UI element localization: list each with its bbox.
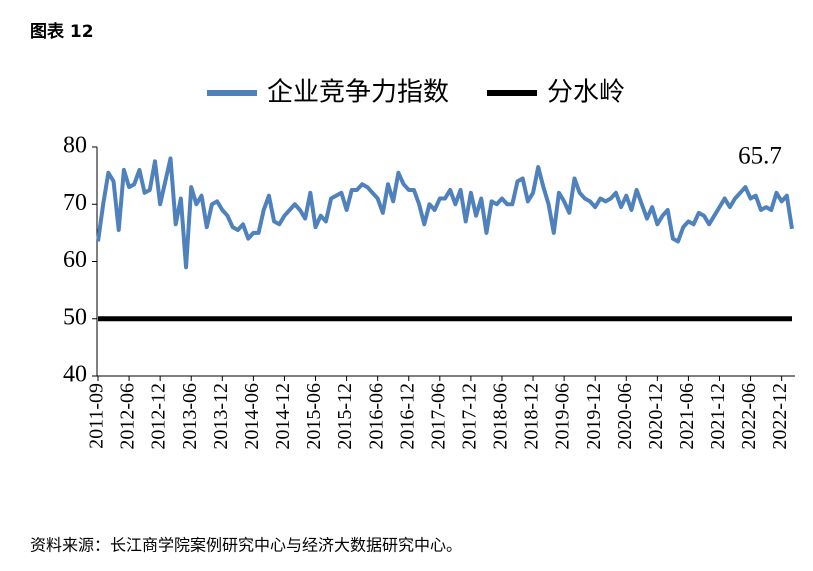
y-tick-label: 50 [63,304,87,330]
source: 资料来源：长江商学院案例研究中心与经济大数据研究中心。 [30,536,462,555]
x-tick-label: 2013-12 [210,383,232,450]
x-tick-label: 2021-06 [676,383,698,450]
line-series [96,156,794,270]
y-tick-label: 40 [63,362,87,388]
y-tick-label: 80 [63,133,87,159]
y-tick-label: 70 [63,190,87,216]
x-tick-label: 2015-12 [334,383,356,450]
annotation: 65.7 [738,143,782,170]
x-tick-label: 2014-06 [241,383,263,450]
x-tick-label: 2012-12 [148,383,170,450]
x-tick-label: 2018-06 [490,383,512,450]
y-tick-label: 60 [63,247,87,273]
x-tick-label: 2022-06 [738,383,760,450]
x-tick-label: 2019-12 [583,383,605,450]
legend-label: 分水岭 [547,78,625,108]
x-tick-label: 2017-12 [458,383,480,450]
chart-title: 图表 12 [30,21,94,42]
x-tick-label: 2019-06 [552,383,574,450]
x-tick-label: 2011-09 [86,383,108,449]
x-tick-label: 2021-12 [707,383,729,450]
x-tick-label: 2013-06 [179,383,201,450]
x-tick-label: 2018-12 [521,383,543,450]
x-tick-label: 2016-06 [365,383,387,450]
x-tick-label: 2016-12 [396,383,418,450]
x-tick-label: 2014-12 [272,383,294,450]
x-tick-label: 2022-12 [769,383,791,450]
x-tick-label: 2017-06 [427,383,449,450]
legend-label: 企业竞争力指数 [267,78,449,108]
x-tick-label: 2020-06 [614,383,636,450]
x-tick-label: 2012-06 [117,383,139,450]
x-tick-label: 2015-06 [303,383,325,450]
x-tick-label: 2020-12 [645,383,667,450]
